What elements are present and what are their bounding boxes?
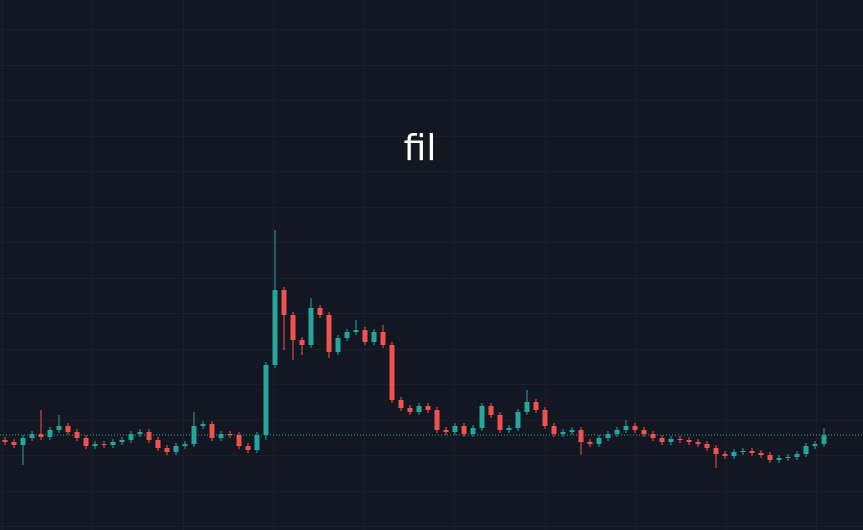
candle-body	[821, 435, 827, 444]
candle-body	[623, 426, 629, 430]
candle-body	[92, 444, 98, 446]
candle-body	[290, 315, 296, 340]
candle-body	[254, 435, 260, 450]
candle-body	[758, 453, 764, 455]
candle-body	[812, 444, 818, 446]
candle-body	[272, 290, 278, 365]
candle-body	[785, 457, 791, 458]
candle-body	[38, 434, 44, 437]
candle-body	[650, 434, 656, 438]
candle-body	[569, 430, 575, 432]
candle-body	[209, 424, 215, 438]
candle-body	[128, 434, 134, 440]
candle-body	[398, 400, 404, 408]
candle-body	[308, 308, 314, 345]
candle-body	[29, 434, 35, 438]
candle-body	[443, 430, 449, 432]
candle-body	[488, 406, 494, 415]
candle-body	[659, 438, 665, 442]
candle-body	[11, 442, 17, 445]
candle-body	[794, 454, 800, 457]
candle-body	[155, 440, 161, 448]
candle-body	[146, 432, 152, 440]
candle-body	[263, 365, 269, 435]
candle-body	[533, 402, 539, 410]
candle-body	[506, 428, 512, 430]
candle-body	[560, 432, 566, 434]
candle-body	[470, 428, 476, 434]
candle-body	[245, 446, 251, 450]
candle-body	[227, 434, 233, 435]
candle-body	[479, 406, 485, 428]
candle-body	[371, 332, 377, 342]
candle-body	[281, 290, 287, 315]
candle-body	[524, 402, 530, 412]
candle-body	[749, 451, 755, 453]
candle-body	[110, 442, 116, 445]
candle-body	[515, 412, 521, 428]
candle-body	[461, 426, 467, 434]
candle-body	[299, 340, 305, 345]
candle-body	[668, 439, 674, 442]
candle-body	[731, 452, 737, 456]
candle-body	[83, 438, 89, 446]
candle-body	[182, 444, 188, 446]
chart-title: fil	[404, 128, 437, 169]
candle-body	[686, 440, 692, 442]
candle-body	[452, 426, 458, 432]
candle-body	[389, 345, 395, 400]
candle-body	[632, 426, 638, 430]
candle-body	[587, 442, 593, 444]
candle-body	[407, 408, 413, 412]
candle-body	[173, 446, 179, 452]
candle-body	[56, 426, 62, 430]
candle-body	[47, 430, 53, 437]
candle-body	[740, 451, 746, 452]
candle-body	[722, 454, 728, 456]
candle-body	[65, 426, 71, 432]
candle-body	[425, 406, 431, 410]
candle-body	[677, 439, 683, 440]
candle-body	[605, 434, 611, 438]
candle-body	[767, 455, 773, 460]
candle-body	[803, 446, 809, 454]
candle-body	[713, 448, 719, 454]
candle-body	[74, 432, 80, 438]
candle-body	[20, 438, 26, 445]
candle-body	[551, 426, 557, 434]
candle-body	[236, 435, 242, 446]
candle-body	[596, 438, 602, 444]
candle-body	[344, 332, 350, 338]
candle-body	[362, 330, 368, 342]
candle-body	[218, 434, 224, 438]
candle-body	[335, 338, 341, 352]
candle-body	[695, 442, 701, 444]
candle-body	[434, 410, 440, 430]
candle-body	[416, 406, 422, 412]
candle-body	[317, 308, 323, 315]
candle-body	[704, 444, 710, 448]
candle-body	[776, 458, 782, 460]
candle-body	[2, 440, 8, 442]
candle-body	[137, 432, 143, 434]
candle-body	[497, 415, 503, 430]
candle-body	[578, 430, 584, 442]
candle-body	[380, 332, 386, 345]
candle-body	[326, 315, 332, 352]
candle-body	[101, 444, 107, 445]
candle-body	[119, 440, 125, 442]
candle-body	[353, 330, 359, 332]
candle-body	[191, 426, 197, 444]
candle-body	[164, 448, 170, 452]
candle-body	[614, 430, 620, 434]
candle-body	[542, 410, 548, 426]
candle-body	[641, 430, 647, 434]
candle-body	[200, 424, 206, 426]
